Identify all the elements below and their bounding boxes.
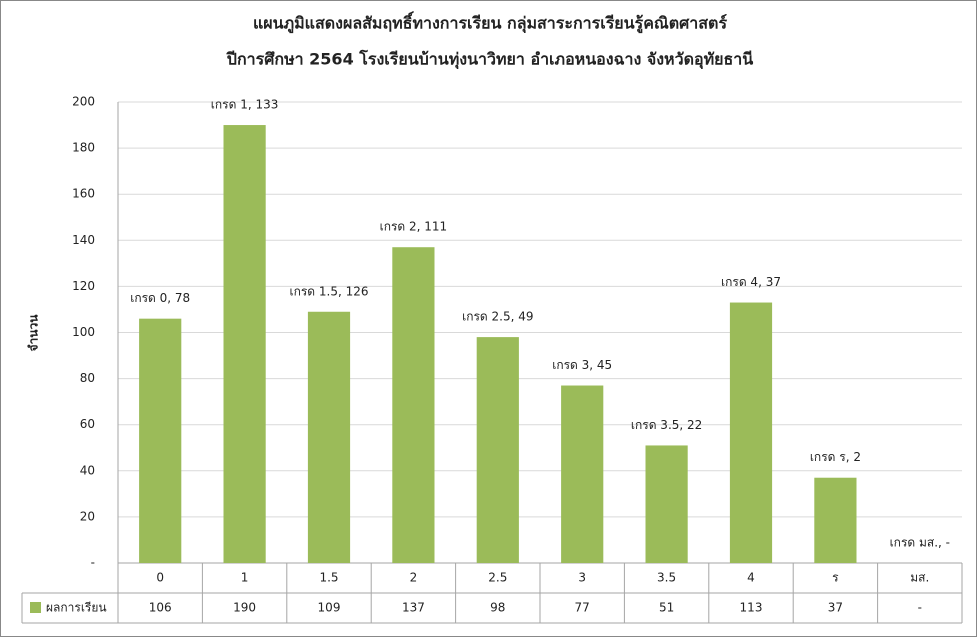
y-tick-label: 180 [72, 141, 95, 155]
x-tick-label: 3.5 [657, 571, 676, 585]
bar [476, 337, 519, 563]
bar [307, 311, 351, 563]
y-tick-label: 40 [80, 463, 95, 477]
x-tick-label: 2 [410, 571, 418, 585]
y-tick-label: 120 [72, 279, 95, 293]
annotation: เกรด 0, 78 [130, 291, 190, 305]
table-value: 37 [828, 601, 843, 615]
y-tick-label: 20 [80, 509, 95, 523]
annotation: เกรด 3.5, 22 [631, 418, 702, 432]
annotation: เกรด 2, 111 [380, 220, 448, 234]
x-tick-label: 4 [747, 571, 755, 585]
bar [223, 125, 266, 564]
x-tick-label: มส. [910, 571, 929, 585]
x-tick-label: 2.5 [488, 571, 507, 585]
table-value: 98 [490, 601, 505, 615]
table-value: 190 [233, 601, 256, 615]
annotation: เกรด มส., - [890, 536, 950, 550]
x-tick-label: 0 [156, 571, 164, 585]
table-value: 113 [740, 601, 763, 615]
annotation: เกรด 2.5, 49 [462, 310, 533, 324]
bar [561, 385, 604, 563]
y-tick-label: 200 [72, 95, 95, 109]
legend-key [30, 602, 41, 613]
table-value: 106 [149, 601, 172, 615]
annotation: เกรด ร, 2 [810, 450, 861, 464]
bar [729, 302, 773, 563]
y-tick-label: 100 [72, 325, 95, 339]
table-value: 109 [318, 601, 341, 615]
bar [645, 445, 688, 563]
y-tick-label: 60 [80, 417, 95, 431]
table-value: - [918, 601, 922, 615]
bar [814, 477, 857, 563]
y-tick-label: - [91, 556, 95, 570]
table-value: 137 [402, 601, 425, 615]
y-tick-label: 160 [72, 187, 95, 201]
table-value: 51 [659, 601, 674, 615]
y-tick-label: 80 [80, 371, 95, 385]
chart-title: แผนภูมิแสดงผลสัมฤทธิ์ทางการเรียน กลุ่มสา… [253, 12, 727, 35]
table-value: 77 [575, 601, 590, 615]
y-axis-label: จำนวน [27, 314, 41, 352]
annotation: เกรด 4, 37 [721, 275, 781, 289]
x-tick-label: 1.5 [319, 571, 338, 585]
x-tick-label: 1 [241, 571, 249, 585]
x-tick-label: 3 [578, 571, 586, 585]
annotation: เกรด 1.5, 126 [289, 284, 368, 298]
y-tick-label: 140 [72, 233, 95, 247]
x-tick-label: ร [832, 571, 839, 585]
annotation: เกรด 1, 133 [211, 98, 279, 112]
bar [392, 247, 435, 563]
annotation: เกรด 3, 45 [552, 358, 612, 372]
chart-subtitle: ปีการศึกษา 2564 โรงเรียนบ้านทุ่งนาวิทยา … [225, 49, 753, 70]
legend-label: ผลการเรียน [46, 601, 107, 615]
bar [139, 318, 182, 563]
